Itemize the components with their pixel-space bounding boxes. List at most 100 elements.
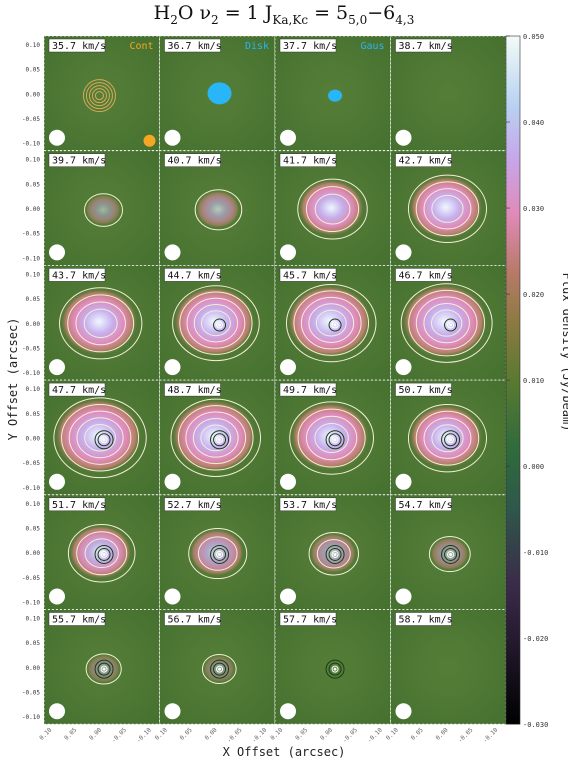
core-peak (333, 438, 337, 442)
velocity-label: 42.7 km/s (399, 156, 453, 167)
velocity-label: 55.7 km/s (52, 615, 106, 626)
core-contour (441, 544, 461, 564)
label-box (279, 382, 337, 397)
x-tick-label: -0.05 (226, 726, 244, 744)
x-tick-label: 0.05 (63, 726, 78, 741)
contour-line (415, 296, 478, 350)
label-box (395, 268, 452, 282)
label-box (395, 497, 452, 512)
velocity-label: 41.7 km/s (283, 156, 337, 167)
legend-disk: Disk (245, 41, 269, 52)
emission-blob (85, 194, 122, 226)
contour-line (194, 189, 243, 231)
velocity-label: 38.7 km/s (399, 41, 453, 52)
panel-background (44, 36, 160, 151)
cont-contour (88, 85, 110, 107)
x-tick-label: -0.10 (251, 726, 269, 744)
contour-line (53, 397, 147, 479)
y-tick-label: 0.00 (26, 91, 41, 98)
contour-line (305, 415, 358, 461)
core-contour (97, 433, 111, 447)
velocity-label: 53.7 km/s (283, 500, 337, 511)
channel-panel: 38.7 km/s (390, 35, 507, 152)
core-contour (444, 433, 458, 447)
colorbar-tick-label: -0.030 (523, 721, 548, 729)
channel-panel: 52.7 km/s (159, 494, 276, 610)
channel-panel: 37.7 km/s Gaus (274, 35, 391, 152)
x-tick-label: -0.10 (135, 726, 153, 744)
core-contour (100, 436, 108, 444)
beam-marker (280, 129, 296, 146)
contour-line (172, 285, 260, 362)
y-tick-label: 0.10 (26, 616, 41, 623)
contour-line (84, 538, 119, 569)
velocity-label: 39.7 km/s (52, 156, 106, 167)
contour-line (59, 287, 143, 360)
core-peak (102, 552, 106, 556)
label-box (164, 497, 221, 512)
y-tick-label: -0.05 (22, 345, 40, 352)
colorbar-tick-label: 0.000 (523, 463, 544, 471)
beam-marker (164, 473, 181, 490)
beam-marker (164, 588, 181, 605)
beam-marker (49, 129, 65, 146)
contour-line (76, 417, 124, 459)
core-contour (213, 662, 227, 676)
core-contour (325, 659, 345, 679)
velocity-label: 48.7 km/s (168, 385, 222, 396)
channel-panel: 41.7 km/s (274, 150, 391, 266)
y-tick-label: 0.10 (26, 271, 41, 278)
contour-line (289, 401, 375, 475)
channel-panel: 54.7 km/s (390, 494, 507, 610)
channel-panel: 42.7 km/s (390, 150, 507, 266)
core-contour (328, 433, 342, 447)
core-contour (216, 665, 224, 673)
y-tick-label: -0.05 (22, 690, 40, 697)
beam-marker (49, 588, 65, 605)
label-box (395, 38, 452, 53)
colorbar-tick-label: -0.020 (523, 635, 548, 643)
contour-line (68, 410, 132, 465)
beam-marker (395, 473, 412, 490)
contour-line (170, 398, 262, 477)
beam-marker (395, 588, 412, 605)
channel-panel: 35.7 km/s Cont (43, 35, 160, 152)
contour-line (200, 424, 232, 452)
channel-panel: 40.7 km/s (159, 150, 276, 266)
core-peak (449, 552, 453, 556)
label-box (164, 38, 221, 53)
cont-contour (85, 82, 113, 110)
label-box (279, 153, 337, 167)
core-contour (325, 544, 345, 564)
core-contour (216, 550, 224, 558)
y-tick-label: -0.05 (22, 116, 40, 123)
contour-line (188, 528, 248, 580)
contour-line (193, 304, 239, 343)
core-contour (325, 430, 345, 450)
contour-line (400, 283, 493, 363)
y-tick-label: 0.00 (26, 550, 41, 557)
core-contour (331, 436, 339, 444)
velocity-label: 56.7 km/s (168, 615, 222, 626)
contour-line (314, 193, 351, 225)
y-tick-label: 0.00 (26, 435, 41, 442)
contour-line (285, 283, 377, 363)
velocity-label: 45.7 km/s (283, 270, 337, 281)
y-tick-label: -0.10 (22, 600, 40, 607)
contour-line (186, 297, 246, 349)
y-tick-label: 0.10 (26, 501, 41, 508)
colorbar-tick-label: -0.010 (523, 549, 548, 557)
contour-line (197, 536, 238, 571)
core-contour (210, 430, 230, 450)
core-contour (213, 433, 227, 447)
channel-panel: 53.7 km/s (274, 494, 391, 610)
y-tick-label: 0.05 (26, 525, 41, 532)
x-tick-label: 0.10 (154, 726, 169, 741)
y-tick-label: 0.05 (26, 181, 41, 188)
gaus-model (328, 89, 343, 102)
core-peak (218, 323, 222, 327)
y-tick-label: -0.10 (22, 714, 40, 721)
label-box (48, 497, 106, 512)
velocity-label: 57.7 km/s (283, 615, 337, 626)
